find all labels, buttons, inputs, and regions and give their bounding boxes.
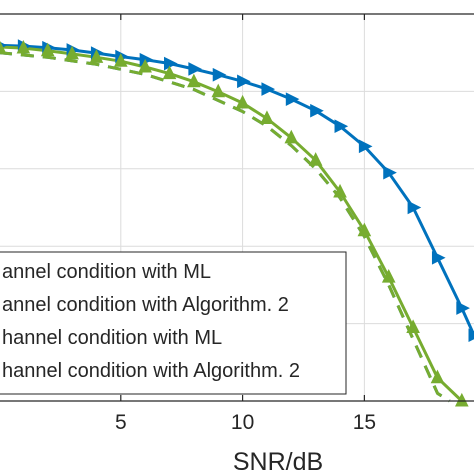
series-marker-2 [162,65,177,80]
legend-box [0,251,347,395]
series-marker-2 [138,58,152,73]
series-marker-1 [212,67,227,82]
series-marker-1 [261,82,276,96]
series-marker-2 [65,45,79,60]
series-marker-2 [16,39,31,54]
legend-entry-label: annel condition with ML [2,261,211,283]
series-marker-1 [358,139,373,154]
x-axis-label: SNR/dB [233,448,323,474]
x-tick-label: 5 [115,411,127,434]
series-marker-2 [260,110,274,124]
series-marker-1 [285,92,300,106]
series-marker-1 [334,119,349,134]
series-marker-2 [333,183,347,198]
axes: 5 10 15 [0,13,474,434]
series-marker-1 [407,200,422,215]
legend-entry-label: hannel condition with ML [2,327,222,349]
x-tick-label: 15 [353,411,376,434]
series-marker-1 [456,301,470,315]
series-marker-2 [455,392,469,407]
series-marker-2 [308,152,323,166]
series-marker-2 [89,49,104,63]
series-marker-1 [383,165,397,180]
series-marker-2 [430,369,445,384]
series-marker-2 [284,129,299,144]
series-marker-1 [237,74,251,89]
legend-entry-label: hannel condition with Algorithm. 2 [2,360,300,382]
series-marker-1 [468,328,474,343]
series-marker-1 [431,251,446,265]
series-marker-2 [211,83,226,98]
series-marker-2 [357,222,372,237]
legend: annel condition with ML annel condition w… [0,251,347,395]
series-marker-2 [406,319,420,333]
series-marker-1 [310,103,324,118]
series-marker-1 [188,62,202,76]
series-marker-1 [164,56,178,71]
x-tick-label: 10 [231,411,254,434]
series-marker-2 [40,42,55,57]
series-marker-2 [381,269,396,283]
series-marker-2 [113,53,128,67]
series-marker-2 [235,94,250,109]
series-markers [0,39,474,407]
series-line-4 [0,51,451,403]
series-marker-2 [0,40,6,53]
series-marker-2 [187,73,201,88]
legend-entry-label: annel condition with Algorithm. 2 [2,294,289,316]
